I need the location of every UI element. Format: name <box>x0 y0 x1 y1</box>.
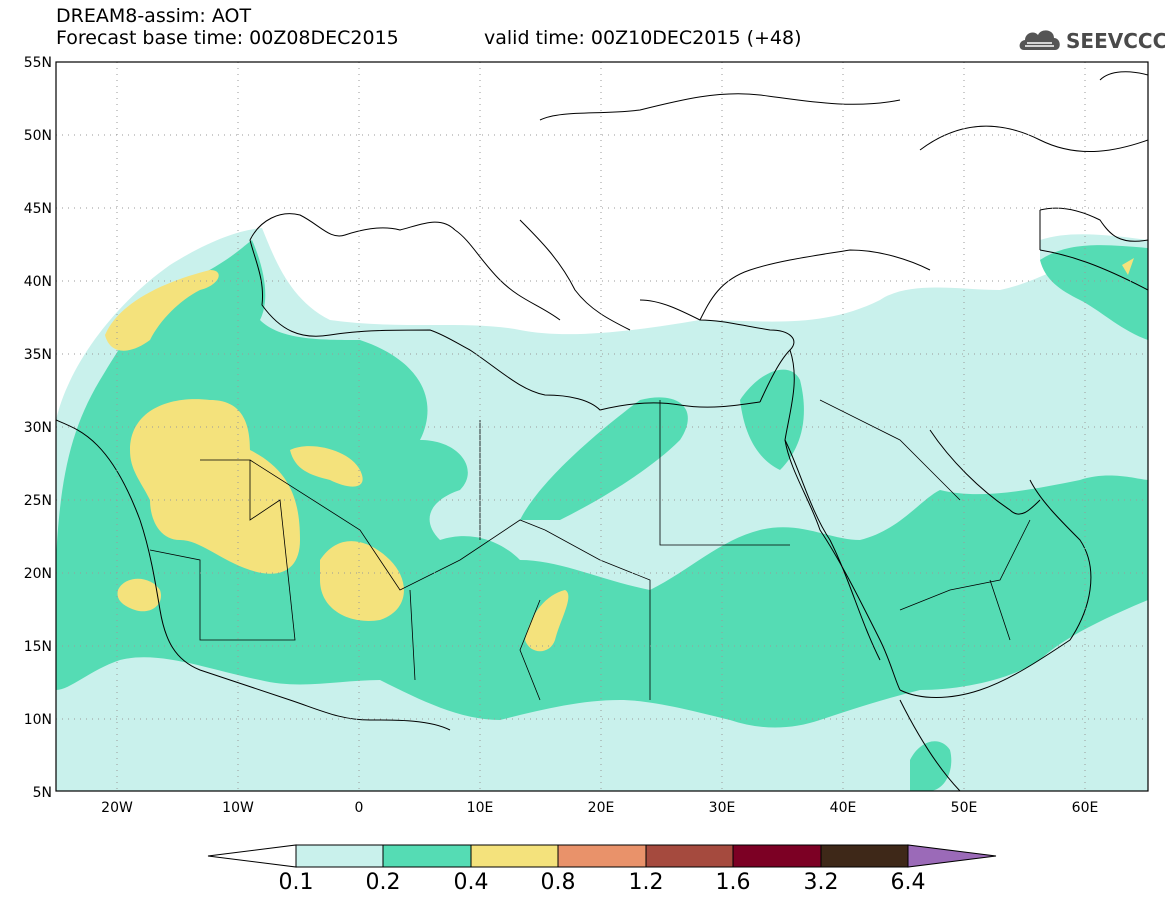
latitude-labels: 5N 10N 15N 20N 25N 30N 35N 40N 45N 50N 5… <box>24 55 52 801</box>
lon-label: 10W <box>222 800 254 816</box>
colorbar-swatch <box>382 844 472 868</box>
lon-label: 20E <box>588 800 615 816</box>
lat-label: 50N <box>24 128 52 144</box>
colorbar-label: 0.2 <box>365 870 401 895</box>
map-frame <box>55 61 1149 792</box>
lat-label: 35N <box>24 347 52 363</box>
colorbar-label: 1.2 <box>628 870 664 895</box>
lon-label: 10E <box>467 800 494 816</box>
colorbar-label: 6.4 <box>890 870 926 895</box>
colorbar-label: 0.8 <box>540 870 576 895</box>
grid <box>56 62 1148 791</box>
aot-level-0-4 <box>105 258 1134 652</box>
logo-text: SEEVCCC <box>1066 29 1165 53</box>
aot-level-0-2 <box>56 240 1148 791</box>
lat-label: 10N <box>24 712 52 728</box>
colorbar-swatch <box>295 844 384 868</box>
lon-label: 60E <box>1072 800 1099 816</box>
lon-label: 0 <box>355 800 364 816</box>
colorbar <box>207 844 997 868</box>
colorbar-swatch <box>557 844 647 868</box>
colorbar-label: 0.1 <box>278 870 314 895</box>
aot-fields <box>56 228 1148 791</box>
lat-label: 20N <box>24 566 52 582</box>
colorbar-swatch <box>732 844 822 868</box>
lat-label: 40N <box>24 274 52 290</box>
colorbar-low-arrow <box>207 844 297 868</box>
lat-label: 25N <box>24 493 52 509</box>
lat-label: 55N <box>24 55 52 71</box>
map-title: DREAM8-assim: AOT <box>56 5 252 27</box>
lat-label: 30N <box>24 420 52 436</box>
lon-label: 30E <box>709 800 736 816</box>
colorbar-label: 0.4 <box>453 870 489 895</box>
lon-label: 20W <box>101 800 133 816</box>
colorbar-swatch <box>470 844 559 868</box>
colorbar-swatch <box>820 844 909 868</box>
colorbar-label: 1.6 <box>715 870 751 895</box>
lat-label: 15N <box>24 639 52 655</box>
colorbar-swatch <box>645 844 734 868</box>
seevccc-logo: SEEVCCC <box>1016 22 1165 58</box>
cloud-logo-icon <box>1019 30 1060 50</box>
colorbar-label: 3.2 <box>803 870 839 895</box>
colorbar-high-arrow <box>907 844 997 868</box>
lon-label: 50E <box>951 800 978 816</box>
lon-label: 40E <box>830 800 857 816</box>
lat-label: 45N <box>24 201 52 217</box>
coastlines <box>56 71 1148 791</box>
lat-label: 5N <box>33 785 52 801</box>
longitude-labels: 20W 10W 0 10E 20E 30E 40E 50E 60E <box>101 800 1098 816</box>
forecast-base-time: Forecast base time: 00Z08DEC2015 <box>56 27 399 49</box>
valid-time: valid time: 00Z10DEC2015 (+48) <box>484 27 802 49</box>
